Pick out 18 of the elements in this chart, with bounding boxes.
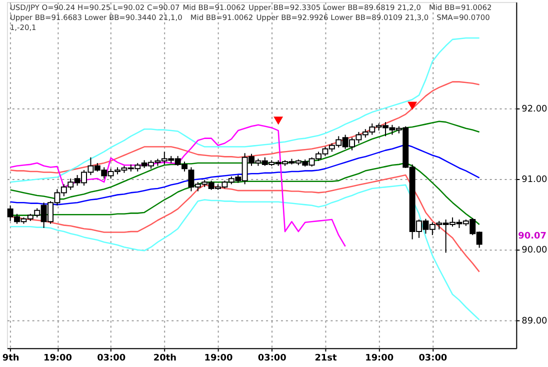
y-tick-label: 92.00 (522, 104, 548, 114)
text: 90.07 (518, 231, 546, 242)
x-tick-label: 9th (2, 354, 20, 364)
x-tick-label: 03:00 (418, 354, 448, 364)
line-series (10, 124, 346, 248)
line-series (10, 184, 480, 320)
x-tick-label: 03:00 (258, 354, 286, 364)
x-tick-label: 19:00 (43, 354, 72, 364)
x-tick-label: 20th (153, 354, 176, 364)
line-series (10, 81, 480, 174)
y-tick-label: 89.00 (522, 316, 548, 326)
x-tick-label: 19:00 (365, 354, 394, 364)
x-tick-label: 19:00 (204, 354, 233, 364)
y-tick-label: 90.00 (522, 246, 548, 256)
x-tick-label: 21st (314, 354, 338, 364)
x-tick-label: 03:00 (97, 354, 126, 364)
line-series (10, 37, 480, 183)
y-tick-label: 91.00 (522, 175, 548, 186)
